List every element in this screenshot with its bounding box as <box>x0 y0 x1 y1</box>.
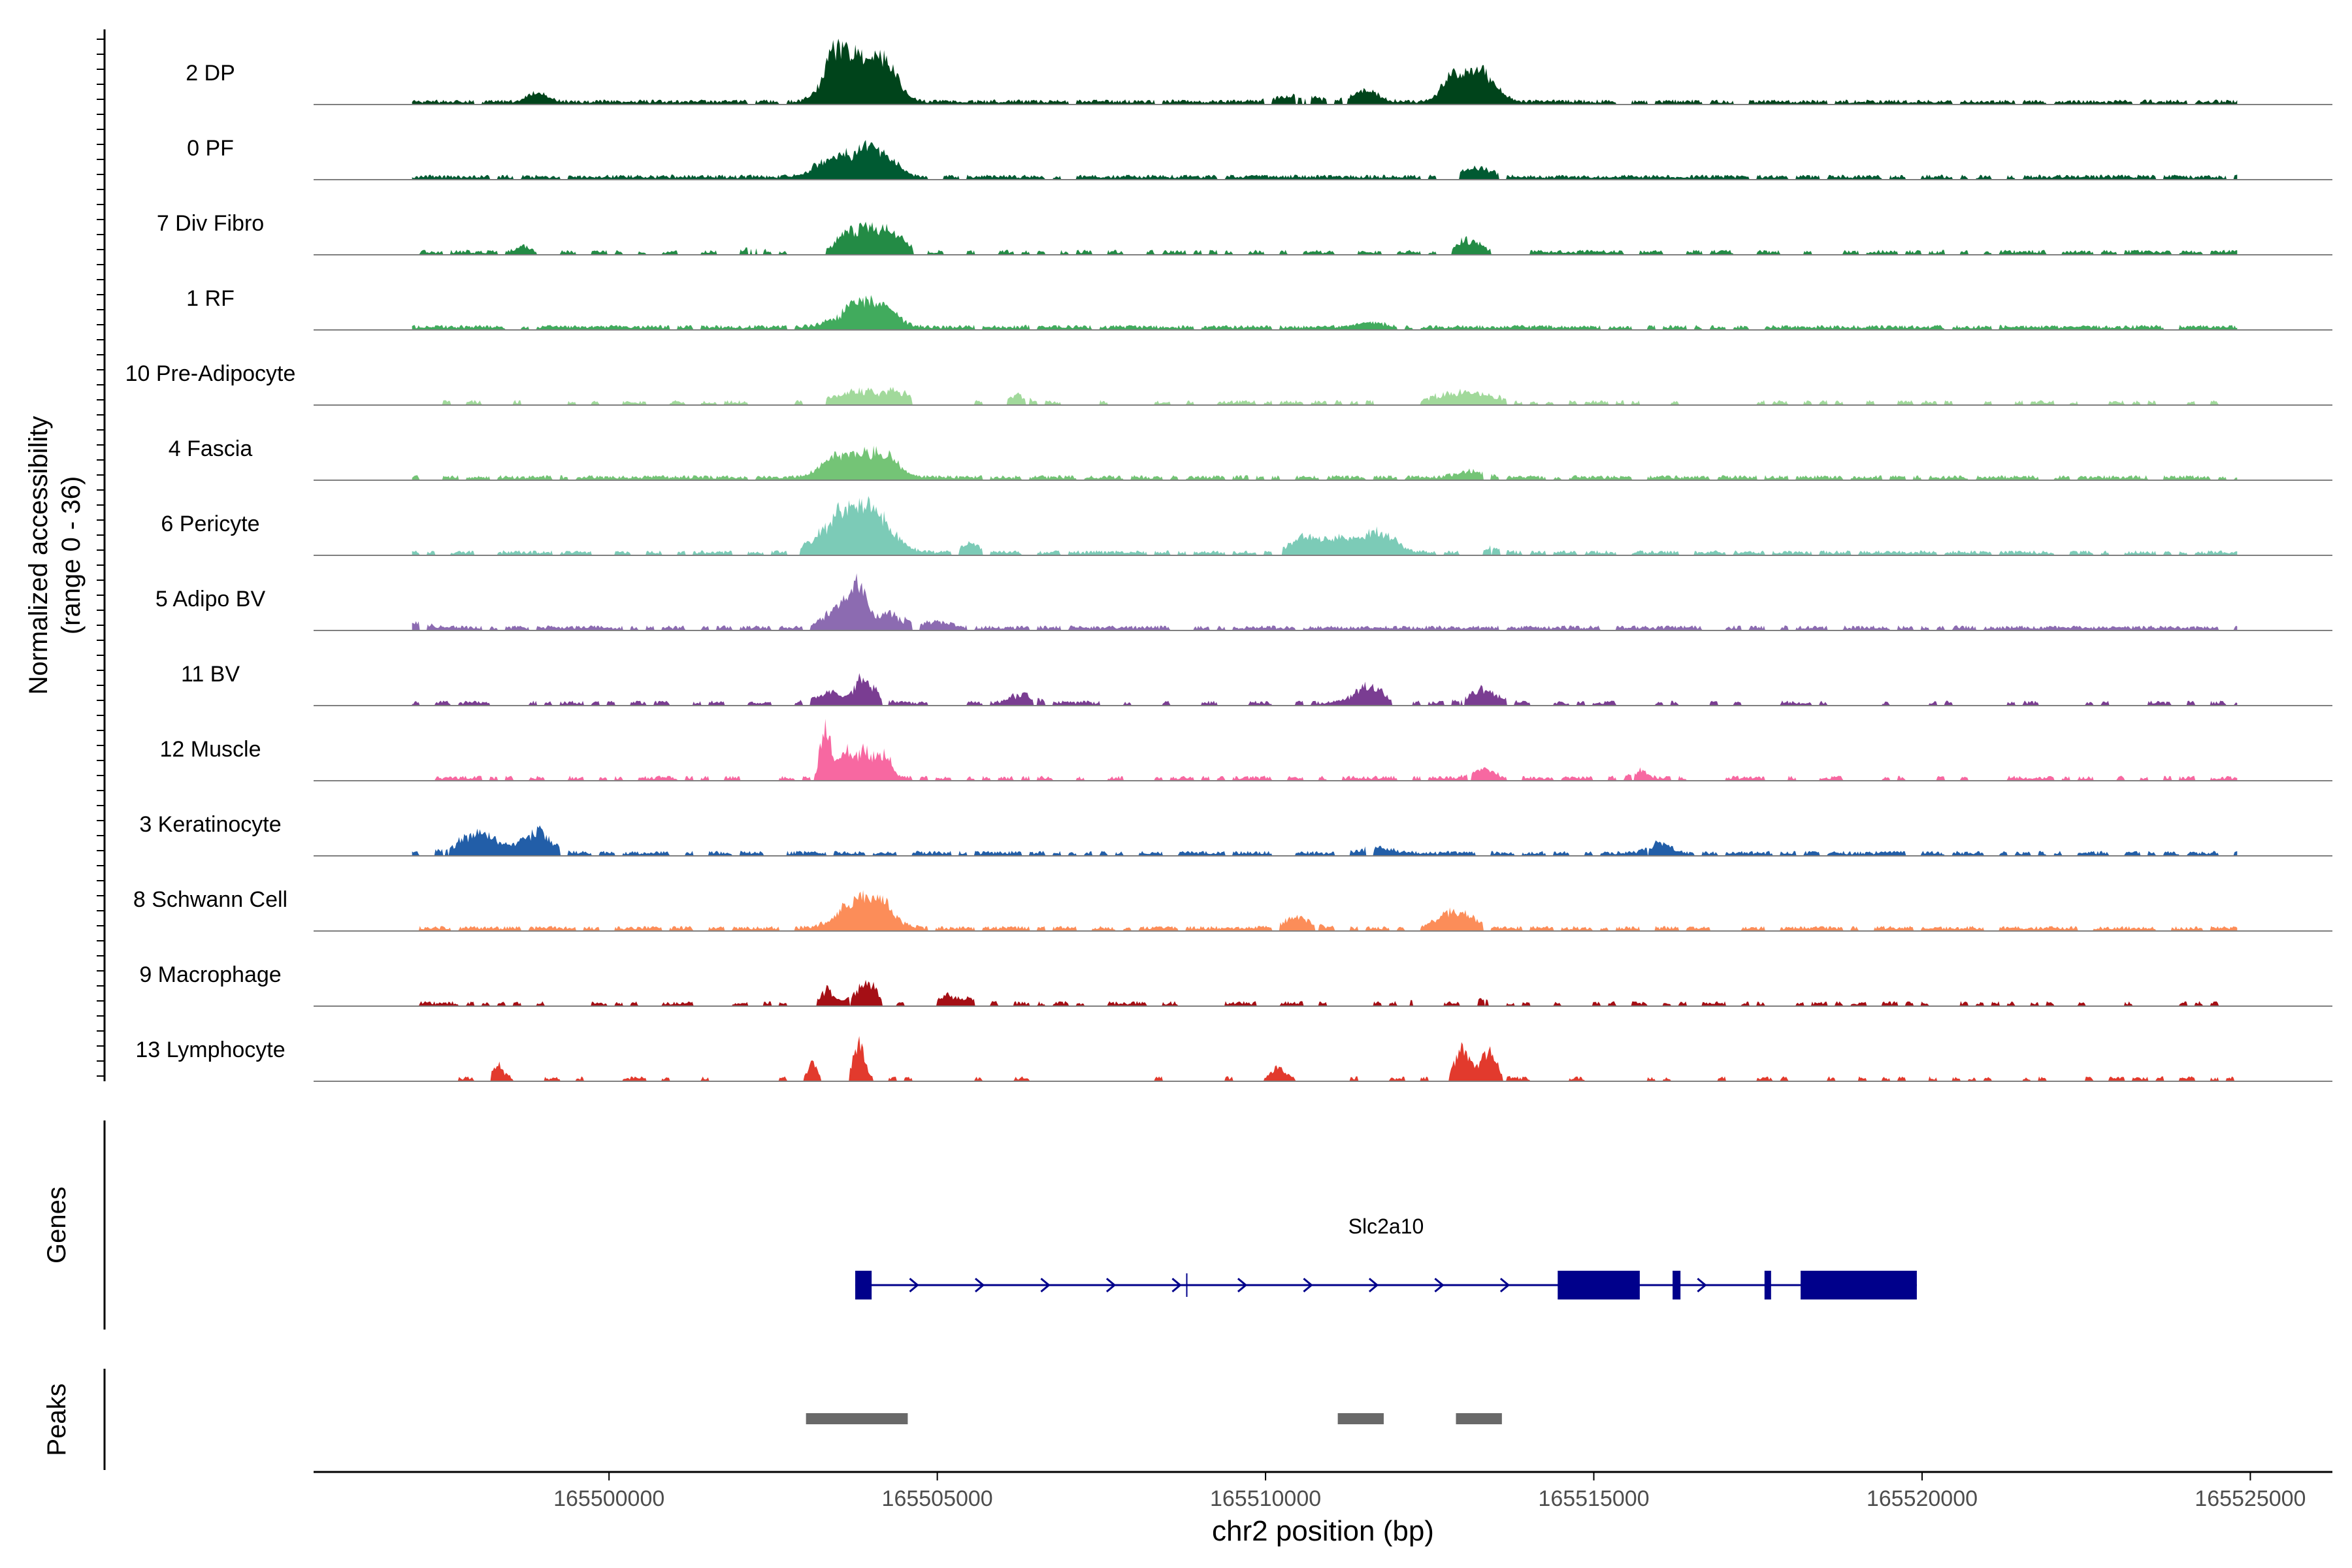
strand-arrow <box>974 1277 985 1293</box>
x-tick-label: 165505000 <box>882 1486 993 1511</box>
gene-exon <box>1801 1271 1917 1299</box>
y-ticks <box>97 39 105 1077</box>
x-tick-label: 165520000 <box>1867 1486 1978 1511</box>
strand-arrow <box>1697 1277 1707 1293</box>
track-2: 0 PF <box>187 136 2332 180</box>
x-axis-label: chr2 position (bp) <box>1212 1515 1434 1547</box>
track-label: 11 BV <box>181 662 240 687</box>
coverage-area <box>412 496 2238 555</box>
coverage-area <box>412 719 2238 781</box>
gene-exon <box>1673 1271 1681 1299</box>
track-5: 10 Pre-Adipocyte <box>125 361 2332 406</box>
peaks-label: Peaks <box>42 1383 71 1456</box>
strand-arrow <box>1040 1277 1051 1293</box>
x-tick-label: 165525000 <box>2195 1486 2306 1511</box>
track-7: 6 Pericyte <box>161 496 2332 556</box>
track-8: 5 Adipo BV <box>155 573 2332 631</box>
track-label: 1 RF <box>186 286 235 311</box>
track-10: 12 Muscle <box>160 719 2332 781</box>
x-tick-label: 165515000 <box>1538 1486 1649 1511</box>
peak-bar <box>1337 1413 1384 1424</box>
gene-exon <box>855 1271 872 1299</box>
y-axis-label-range: (range 0 - 36) <box>57 476 86 634</box>
track-label: 5 Adipo BV <box>155 587 266 612</box>
y-axis: Normalized accessibility (range 0 - 36) <box>24 29 106 1081</box>
track-14: 13 Lymphocyte <box>135 1036 2332 1082</box>
coverage-area <box>412 573 2238 630</box>
gene-model: Slc2a10 <box>855 1215 1917 1299</box>
track-label: 6 Pericyte <box>161 512 259 536</box>
track-6: 4 Fascia <box>169 436 2332 481</box>
track-label: 13 Lymphocyte <box>135 1037 285 1062</box>
coverage-area <box>412 890 2238 931</box>
y-axis-label: Normalized accessibility <box>24 416 53 695</box>
coverage-area <box>412 979 2238 1006</box>
track-label: 4 Fascia <box>169 436 253 461</box>
coverage-area <box>412 221 2238 255</box>
strand-arrow <box>1368 1277 1379 1293</box>
track-11: 3 Keratinocyte <box>139 812 2332 857</box>
peak-bar <box>806 1413 908 1424</box>
peak-bars <box>806 1413 1502 1424</box>
track-label: 7 Div Fibro <box>157 211 264 236</box>
strand-arrow <box>1237 1277 1248 1293</box>
coverage-area <box>412 825 2238 856</box>
track-label: 10 Pre-Adipocyte <box>125 361 296 386</box>
x-tick-label: 165510000 <box>1210 1486 1321 1511</box>
strand-arrow <box>1434 1277 1445 1293</box>
track-label: 9 Macrophage <box>139 962 281 987</box>
x-tick-label: 165500000 <box>553 1486 664 1511</box>
track-label: 3 Keratinocyte <box>139 812 281 837</box>
coverage-area <box>412 140 2238 180</box>
gene-exon <box>1764 1271 1771 1299</box>
peaks-panel: Peaks <box>42 1369 1502 1470</box>
track-13: 9 Macrophage <box>139 962 2332 1007</box>
peak-bar <box>1456 1413 1502 1424</box>
strand-arrow <box>1303 1277 1313 1293</box>
gene-exon <box>1558 1271 1640 1299</box>
track-4: 1 RF <box>186 286 2332 331</box>
coverage-area <box>412 1036 2238 1081</box>
track-9: 11 BV <box>181 662 2332 706</box>
coverage-area <box>412 446 2238 480</box>
coverage-area <box>412 295 2238 330</box>
strand-arrow <box>909 1277 919 1293</box>
x-ticks: 165500000 165505000 165510000 165515000 1655… <box>553 1472 2306 1511</box>
track-label: 8 Schwann Cell <box>133 887 287 912</box>
coverage-area <box>412 39 2238 105</box>
track-label: 12 Muscle <box>160 737 261 762</box>
genes-panel: Genes Slc2a10 <box>42 1120 1917 1330</box>
gene-name: Slc2a10 <box>1348 1215 1424 1238</box>
x-axis: 165500000 165505000 165510000 165515000 1655… <box>314 1471 2332 1547</box>
strand-arrow <box>1105 1277 1117 1293</box>
track-3: 7 Div Fibro <box>157 211 2332 255</box>
coverage-tracks: 2 DP 0 PF 7 Div Fibro 1 RF 10 Pre-Adipocyte 4… <box>125 39 2332 1082</box>
strand-arrow <box>1171 1277 1182 1293</box>
genes-label: Genes <box>42 1186 71 1264</box>
strand-arrow <box>1499 1277 1511 1293</box>
track-label: 2 DP <box>186 61 235 86</box>
coverage-area <box>412 387 2238 405</box>
track-12: 8 Schwann Cell <box>133 887 2332 932</box>
track-label: 0 PF <box>187 136 234 161</box>
track-1: 2 DP <box>186 39 2332 105</box>
coverage-area <box>412 673 2238 706</box>
